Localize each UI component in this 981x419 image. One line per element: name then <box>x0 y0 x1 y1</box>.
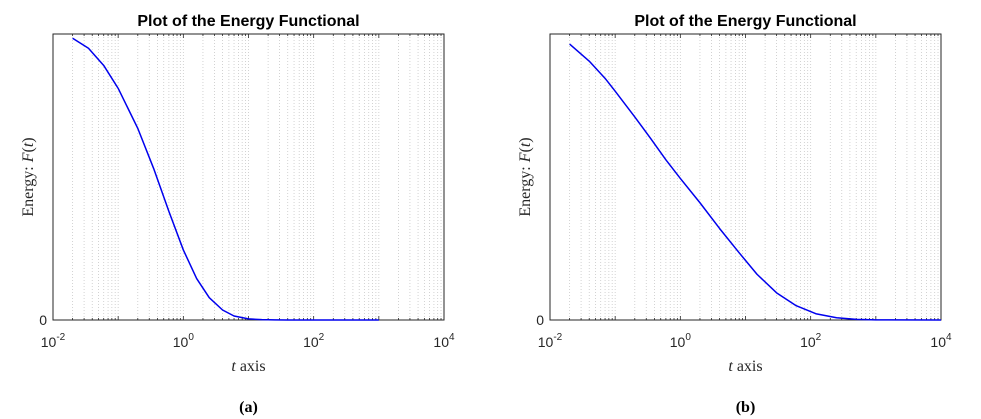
y-axis-label-arg: t <box>517 142 534 147</box>
x-tick-exponent: 2 <box>816 332 822 343</box>
x-tick-base: 10 <box>433 334 449 350</box>
x-tick-label: 10-2 <box>41 332 66 350</box>
y-axis-label-open: ( <box>20 147 37 152</box>
x-tick-base: 10 <box>800 334 816 350</box>
y-axis-label-close: ) <box>20 137 37 142</box>
y-axis-label-prefix: Energy: <box>20 162 37 216</box>
x-tick-base: 10 <box>41 334 57 350</box>
x-tick-exponent: 4 <box>449 332 455 343</box>
grid <box>549 34 939 320</box>
y-axis-label-prefix: Energy: <box>517 162 534 216</box>
x-tick-label: 102 <box>800 332 822 350</box>
x-tick-label: 100 <box>173 332 195 350</box>
chart-title: Plot of the Energy Functional <box>137 13 359 30</box>
x-tick-label: 102 <box>303 332 325 350</box>
x-axis-label: t axis <box>728 358 762 375</box>
series-line <box>569 43 942 321</box>
x-tick-base: 10 <box>538 334 554 350</box>
x-tick-exponent: -2 <box>56 332 65 343</box>
x-tick-exponent: 0 <box>188 332 194 343</box>
x-tick-label: 104 <box>930 332 952 350</box>
y-axis-label-var: F <box>517 152 534 163</box>
y-axis-label: Energy: F(t) <box>517 137 534 216</box>
y-tick-label: 0 <box>536 312 544 328</box>
x-tick-base: 10 <box>173 334 189 350</box>
chart-title: Plot of the Energy Functional <box>634 13 856 30</box>
x-tick-exponent: 2 <box>319 332 325 343</box>
y-axis-label: Energy: F(t) <box>20 137 37 216</box>
y-tick-label: 0 <box>39 312 47 328</box>
x-tick-base: 10 <box>303 334 319 350</box>
x-axis-label-var: t <box>231 358 236 375</box>
figure-caption: (a) <box>239 399 258 416</box>
x-tick-base: 10 <box>930 334 946 350</box>
x-tick-marks <box>549 34 942 320</box>
x-tick-base: 10 <box>670 334 686 350</box>
x-tick-exponent: 4 <box>946 332 952 343</box>
x-tick-label: 104 <box>433 332 455 350</box>
x-tick-exponent: 0 <box>685 332 691 343</box>
x-tick-label: 10-2 <box>538 332 563 350</box>
y-axis-label-var: F <box>20 152 37 163</box>
y-axis-label-close: ) <box>517 137 534 142</box>
y-axis-label-arg: t <box>20 142 37 147</box>
x-axis-label-rest: axis <box>236 358 266 375</box>
figure-caption: (b) <box>736 399 756 416</box>
x-axis-label-var: t <box>728 358 733 375</box>
series-line <box>72 37 379 321</box>
x-tick-label: 100 <box>670 332 692 350</box>
x-axis-label-rest: axis <box>733 358 763 375</box>
y-axis-label-open: ( <box>517 147 534 152</box>
x-axis-label: t axis <box>231 358 265 375</box>
x-tick-exponent: -2 <box>553 332 562 343</box>
